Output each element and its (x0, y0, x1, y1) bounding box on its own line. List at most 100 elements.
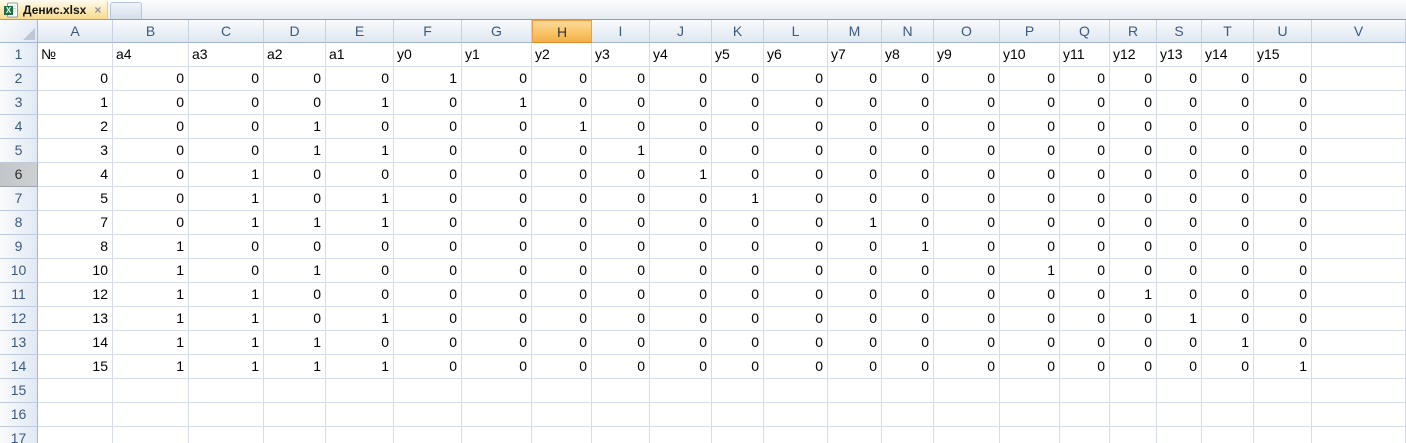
cell-P11[interactable]: 0 (1000, 283, 1060, 307)
cell-K11[interactable]: 0 (712, 283, 764, 307)
cell-M13[interactable]: 0 (828, 331, 882, 355)
column-header-E[interactable]: E (326, 20, 394, 43)
cell-L16[interactable] (764, 403, 828, 427)
cell-Q15[interactable] (1060, 379, 1110, 403)
cell-I13[interactable]: 0 (592, 331, 650, 355)
cell-N5[interactable]: 0 (882, 139, 934, 163)
cell-Q17[interactable] (1060, 427, 1110, 443)
cell-O4[interactable]: 0 (934, 115, 1000, 139)
cell-B17[interactable] (113, 427, 189, 443)
column-header-C[interactable]: C (189, 20, 264, 43)
cell-K8[interactable]: 0 (712, 211, 764, 235)
cell-J7[interactable]: 0 (650, 187, 712, 211)
cell-I11[interactable]: 0 (592, 283, 650, 307)
cell-L7[interactable]: 0 (764, 187, 828, 211)
cell-M2[interactable]: 0 (828, 67, 882, 91)
row-header-5[interactable]: 5 (0, 139, 38, 163)
cell-A12[interactable]: 13 (38, 307, 113, 331)
cell-V12[interactable] (1312, 307, 1406, 331)
cell-L3[interactable]: 0 (764, 91, 828, 115)
cell-C8[interactable]: 1 (189, 211, 264, 235)
cell-Q13[interactable]: 0 (1060, 331, 1110, 355)
cell-H14[interactable]: 0 (532, 355, 592, 379)
cell-D5[interactable]: 1 (264, 139, 326, 163)
cell-V1[interactable] (1312, 43, 1406, 67)
cell-P2[interactable]: 0 (1000, 67, 1060, 91)
cell-H2[interactable]: 0 (532, 67, 592, 91)
cell-D8[interactable]: 1 (264, 211, 326, 235)
cell-T16[interactable] (1202, 403, 1254, 427)
cell-P7[interactable]: 0 (1000, 187, 1060, 211)
cell-N14[interactable]: 0 (882, 355, 934, 379)
cell-A17[interactable] (38, 427, 113, 443)
cell-J14[interactable]: 0 (650, 355, 712, 379)
cell-U6[interactable]: 0 (1254, 163, 1312, 187)
cell-A13[interactable]: 14 (38, 331, 113, 355)
cell-K17[interactable] (712, 427, 764, 443)
cell-D14[interactable]: 1 (264, 355, 326, 379)
cell-P16[interactable] (1000, 403, 1060, 427)
cell-H5[interactable]: 0 (532, 139, 592, 163)
column-header-U[interactable]: U (1254, 20, 1312, 43)
cell-U11[interactable]: 0 (1254, 283, 1312, 307)
cell-H8[interactable]: 0 (532, 211, 592, 235)
cell-U15[interactable] (1254, 379, 1312, 403)
row-header-11[interactable]: 11 (0, 283, 38, 307)
cell-E7[interactable]: 1 (326, 187, 394, 211)
column-header-K[interactable]: K (712, 20, 764, 43)
cell-T7[interactable]: 0 (1202, 187, 1254, 211)
cell-R17[interactable] (1110, 427, 1157, 443)
cell-I15[interactable] (592, 379, 650, 403)
cell-T10[interactable]: 0 (1202, 259, 1254, 283)
cell-O10[interactable]: 0 (934, 259, 1000, 283)
cell-R10[interactable]: 0 (1110, 259, 1157, 283)
cell-T2[interactable]: 0 (1202, 67, 1254, 91)
cell-R2[interactable]: 0 (1110, 67, 1157, 91)
cell-A1[interactable]: № (38, 43, 113, 67)
cell-D9[interactable]: 0 (264, 235, 326, 259)
cell-J9[interactable]: 0 (650, 235, 712, 259)
cell-D2[interactable]: 0 (264, 67, 326, 91)
cell-C16[interactable] (189, 403, 264, 427)
cell-R4[interactable]: 0 (1110, 115, 1157, 139)
row-header-7[interactable]: 7 (0, 187, 38, 211)
cell-C15[interactable] (189, 379, 264, 403)
cell-R14[interactable]: 0 (1110, 355, 1157, 379)
cell-I9[interactable]: 0 (592, 235, 650, 259)
cell-F15[interactable] (394, 379, 462, 403)
cell-R1[interactable]: y12 (1110, 43, 1157, 67)
cell-L13[interactable]: 0 (764, 331, 828, 355)
cell-C12[interactable]: 1 (189, 307, 264, 331)
cell-G11[interactable]: 0 (462, 283, 532, 307)
cell-N3[interactable]: 0 (882, 91, 934, 115)
cell-S10[interactable]: 0 (1157, 259, 1202, 283)
cell-E13[interactable]: 0 (326, 331, 394, 355)
cell-O16[interactable] (934, 403, 1000, 427)
cell-G16[interactable] (462, 403, 532, 427)
cell-H7[interactable]: 0 (532, 187, 592, 211)
cell-B3[interactable]: 0 (113, 91, 189, 115)
cell-D11[interactable]: 0 (264, 283, 326, 307)
cell-E15[interactable] (326, 379, 394, 403)
cell-U13[interactable]: 0 (1254, 331, 1312, 355)
cell-I17[interactable] (592, 427, 650, 443)
cell-Q12[interactable]: 0 (1060, 307, 1110, 331)
cell-T4[interactable]: 0 (1202, 115, 1254, 139)
cell-K15[interactable] (712, 379, 764, 403)
cell-D17[interactable] (264, 427, 326, 443)
cell-B1[interactable]: a4 (113, 43, 189, 67)
cell-R8[interactable]: 0 (1110, 211, 1157, 235)
cell-B12[interactable]: 1 (113, 307, 189, 331)
cell-F6[interactable]: 0 (394, 163, 462, 187)
cell-C4[interactable]: 0 (189, 115, 264, 139)
cell-T6[interactable]: 0 (1202, 163, 1254, 187)
cell-A8[interactable]: 7 (38, 211, 113, 235)
cell-S16[interactable] (1157, 403, 1202, 427)
cell-N1[interactable]: y8 (882, 43, 934, 67)
cell-B6[interactable]: 0 (113, 163, 189, 187)
cell-L10[interactable]: 0 (764, 259, 828, 283)
column-header-I[interactable]: I (592, 20, 650, 43)
cell-F17[interactable] (394, 427, 462, 443)
cell-P10[interactable]: 1 (1000, 259, 1060, 283)
cell-C9[interactable]: 0 (189, 235, 264, 259)
